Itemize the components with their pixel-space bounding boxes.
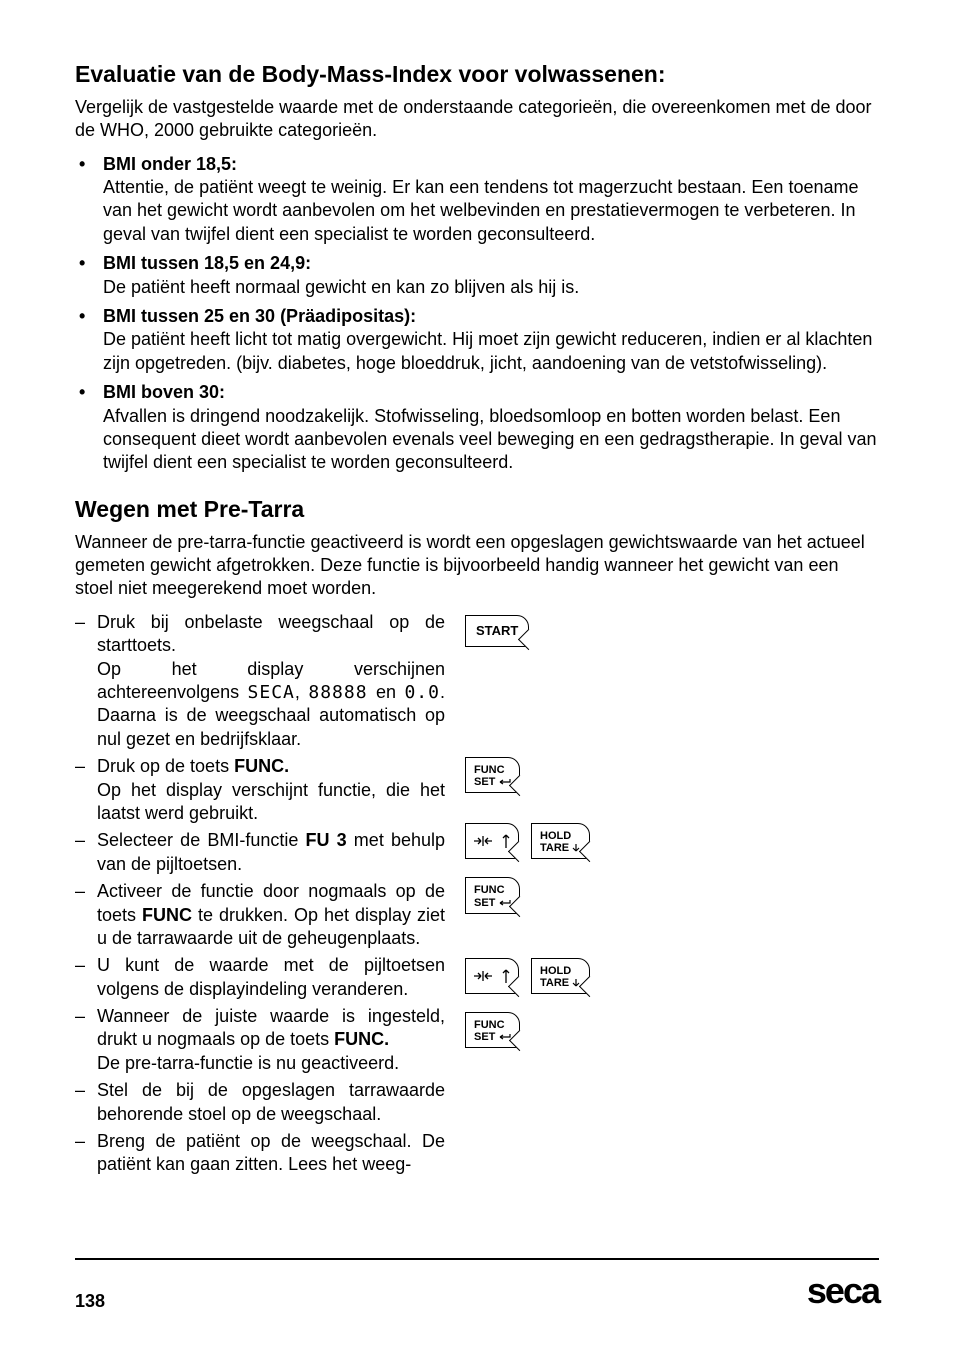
func-set-button: FUNC SET xyxy=(465,757,520,793)
seca-logo: seca xyxy=(807,1270,879,1312)
step-item: Activeer de functie door nogmaals op de … xyxy=(75,880,445,950)
arrows-button xyxy=(465,958,519,994)
step-item: Stel de bij de opgeslagen tarrawaarde be… xyxy=(75,1079,445,1126)
bmi-item-body: De patiënt heeft normaal gewicht en kan … xyxy=(103,277,579,297)
bmi-item: BMI tussen 25 en 30 (Präadipositas): De … xyxy=(75,305,879,375)
step-item: Druk bij onbelaste weegschaal op de star… xyxy=(75,611,445,751)
page-footer: 138 seca xyxy=(75,1258,879,1312)
step-item: Wanneer de juiste waarde is ingesteld, d… xyxy=(75,1005,445,1075)
bmi-item-body: Attentie, de patiënt weegt te weinig. Er… xyxy=(103,177,859,244)
bmi-item-title: BMI tussen 25 en 30 (Präadipositas): xyxy=(103,306,416,326)
page-number: 138 xyxy=(75,1291,105,1312)
bmi-list: BMI onder 18,5: Attentie, de patiënt wee… xyxy=(75,153,879,475)
bmi-item: BMI onder 18,5: Attentie, de patiënt wee… xyxy=(75,153,879,247)
bmi-item-title: BMI boven 30: xyxy=(103,382,225,402)
enter-icon xyxy=(497,778,511,786)
hold-tare-button: HOLD TARE xyxy=(531,958,590,994)
bmi-item-title: BMI tussen 18,5 en 24,9: xyxy=(103,253,311,273)
arrow-down-icon xyxy=(571,843,581,853)
bmi-item-body: De patiënt heeft licht tot matig overgew… xyxy=(103,329,872,372)
section2-intro: Wanneer de pre-tarra-functie geactiveerd… xyxy=(75,531,879,601)
arrow-up-icon xyxy=(500,967,512,985)
steps-list: Druk bij onbelaste weegschaal op de star… xyxy=(75,611,445,1177)
section1-intro: Vergelijk de vastgestelde waarde met de … xyxy=(75,96,879,143)
section1-title: Evaluatie van de Body-Mass-Index voor vo… xyxy=(75,60,879,90)
arrow-down-icon xyxy=(571,978,581,988)
bmi-item: BMI tussen 18,5 en 24,9: De patiënt heef… xyxy=(75,252,879,299)
step-item: U kunt de waarde met de pijltoetsen volg… xyxy=(75,954,445,1001)
bmi-item-title: BMI onder 18,5: xyxy=(103,154,237,174)
bmi-item: BMI boven 30: Afvallen is dringend noodz… xyxy=(75,381,879,475)
section2-title: Wegen met Pre-Tarra xyxy=(75,495,879,525)
enter-icon xyxy=(497,899,511,907)
bmi-item-body: Afvallen is dringend noodzakelijk. Stofw… xyxy=(103,406,877,473)
arrows-button xyxy=(465,823,519,859)
func-set-button: FUNC SET xyxy=(465,877,520,913)
arrows-limit-icon xyxy=(472,832,498,850)
step-item: Breng de patiënt op de weegschaal. De pa… xyxy=(75,1130,445,1177)
enter-icon xyxy=(497,1033,511,1041)
arrow-up-icon xyxy=(500,832,512,850)
hold-tare-button: HOLD TARE xyxy=(531,823,590,859)
func-set-button: FUNC SET xyxy=(465,1012,520,1048)
start-button: START xyxy=(465,615,529,647)
arrows-limit-icon xyxy=(472,967,498,985)
step-item: Selecteer de BMI-functie FU 3 met behulp… xyxy=(75,829,445,876)
step-item: Druk op de toets FUNC. Op het display ve… xyxy=(75,755,445,825)
